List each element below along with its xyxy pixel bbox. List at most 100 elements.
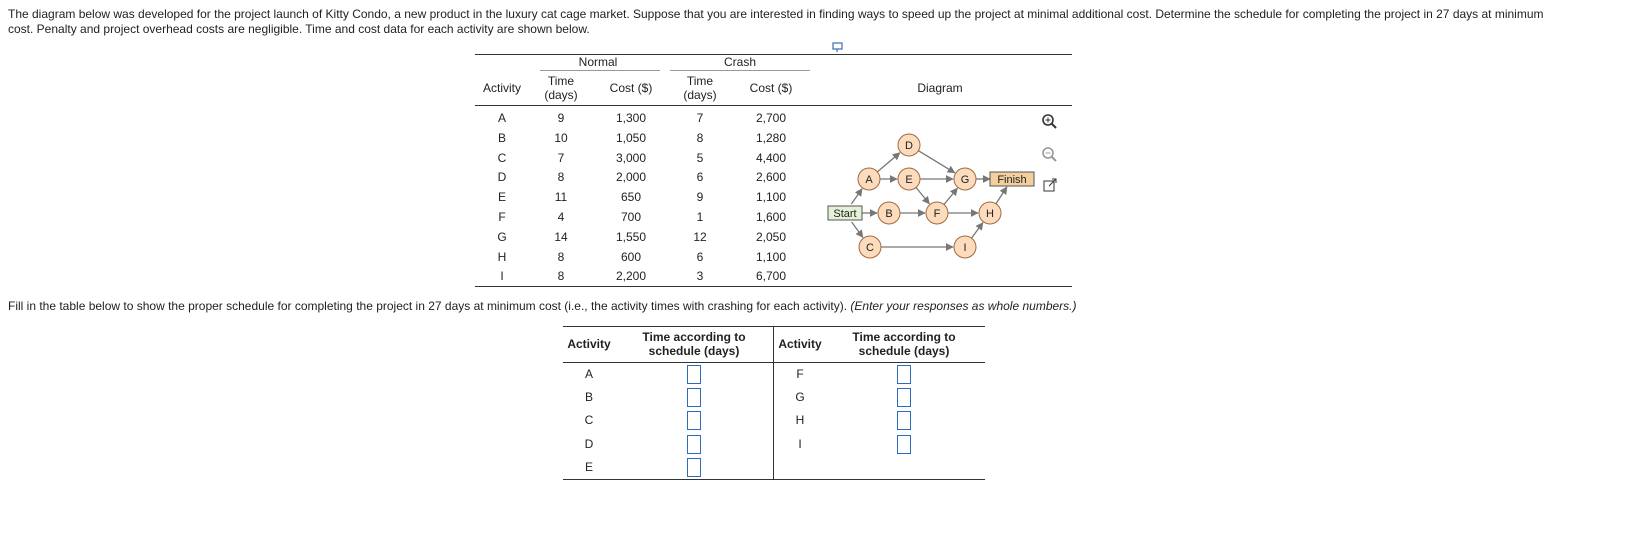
table-cell: 3 bbox=[696, 269, 704, 284]
table-cell: G bbox=[497, 229, 507, 244]
table-cell: D bbox=[497, 170, 507, 185]
table-cell: 6 bbox=[696, 249, 704, 264]
table-cell: 2,050 bbox=[755, 229, 787, 244]
answer-input[interactable] bbox=[897, 365, 911, 384]
diagram-node-label: B bbox=[885, 208, 892, 220]
table-cell: H bbox=[497, 249, 507, 264]
diagram-edge bbox=[918, 150, 956, 174]
table-cell: 8 bbox=[557, 269, 565, 284]
diagram-node-label: Start bbox=[833, 208, 856, 220]
table-cell: 9 bbox=[557, 111, 565, 125]
diagram-edge bbox=[851, 221, 864, 238]
diagram-node-label: G bbox=[961, 174, 970, 186]
answer-divider bbox=[773, 326, 774, 479]
answer-input[interactable] bbox=[687, 388, 701, 408]
answer-activity: I bbox=[798, 436, 802, 451]
answer-input[interactable] bbox=[897, 411, 911, 431]
table-cell: 4 bbox=[557, 210, 565, 224]
answer-input[interactable] bbox=[897, 434, 911, 454]
diagram-node bbox=[925, 201, 949, 225]
table-cell: 6 bbox=[696, 170, 704, 185]
answer-bottom-rule bbox=[563, 479, 985, 480]
diagram-node bbox=[857, 167, 881, 191]
table-cell: 1,100 bbox=[755, 249, 787, 264]
table-cell: 600 bbox=[620, 249, 642, 264]
answer-activity: G bbox=[795, 390, 805, 405]
column-header: Time (days) bbox=[544, 74, 578, 102]
table-cell: 650 bbox=[620, 190, 642, 205]
diagram-node bbox=[877, 201, 901, 225]
table-cell: 2,200 bbox=[615, 269, 647, 284]
diagram-node bbox=[953, 167, 977, 191]
table-cell: I bbox=[500, 269, 504, 284]
table-cell: 1,300 bbox=[615, 111, 647, 125]
instruction: Fill in the table below to show the prop… bbox=[8, 299, 1077, 314]
table-cell: 2,600 bbox=[755, 170, 787, 185]
toolbar-icon[interactable] bbox=[830, 40, 846, 54]
table-cell: 8 bbox=[557, 170, 565, 185]
table-cell: 8 bbox=[557, 249, 565, 264]
diagram-edge bbox=[995, 186, 1008, 205]
diagram-node bbox=[897, 133, 921, 157]
answer-activity: D bbox=[584, 436, 594, 451]
table-cell: 700 bbox=[620, 210, 642, 224]
diagram-terminal bbox=[827, 205, 863, 221]
diagram-node bbox=[858, 235, 882, 259]
diagram-edge bbox=[915, 187, 930, 205]
table-cell: C bbox=[497, 150, 507, 165]
answer-activity: F bbox=[796, 367, 804, 381]
answer-input[interactable] bbox=[687, 411, 701, 431]
table-cell: 12 bbox=[693, 229, 707, 244]
table-cell: 1,600 bbox=[755, 210, 787, 224]
diagram-edge bbox=[876, 152, 901, 173]
column-header: Time (days) bbox=[683, 74, 717, 102]
answer-header: Activity bbox=[778, 337, 822, 351]
table-cell: 1,280 bbox=[755, 130, 787, 145]
answer-activity: A bbox=[584, 367, 594, 381]
answer-top-rule bbox=[563, 326, 985, 327]
answer-header: Activity bbox=[567, 337, 611, 351]
column-header: Cost ($) bbox=[749, 81, 793, 95]
table-cell: 14 bbox=[554, 229, 568, 244]
answer-input[interactable] bbox=[687, 365, 701, 384]
group-header: Normal bbox=[578, 55, 618, 69]
network-diagram: Start A B C D E F G H I Finish bbox=[827, 133, 1035, 259]
table-cell: 1,550 bbox=[615, 229, 647, 244]
table-cell: 2,700 bbox=[755, 111, 787, 125]
diagram-edge bbox=[850, 188, 863, 205]
diagram-node bbox=[978, 201, 1002, 225]
answer-input[interactable] bbox=[897, 388, 911, 408]
answer-header: Time according to schedule (days) bbox=[852, 330, 956, 358]
answer-input[interactable] bbox=[687, 457, 701, 477]
zoom-controls[interactable] bbox=[1038, 110, 1062, 200]
table-bottom-rule bbox=[475, 286, 1072, 287]
column-header: Diagram bbox=[917, 81, 963, 95]
table-cell: 9 bbox=[696, 190, 704, 205]
table-cell: B bbox=[497, 130, 507, 145]
diagram-terminal bbox=[989, 171, 1035, 187]
answer-header-rule bbox=[563, 362, 985, 363]
diagram-node-label: I bbox=[963, 242, 966, 254]
table-cell: 5 bbox=[696, 150, 704, 165]
answer-activity: B bbox=[584, 390, 594, 405]
diagram-node-label: E bbox=[905, 174, 912, 186]
answer-header: Time according to schedule (days) bbox=[642, 330, 746, 358]
table-cell: A bbox=[497, 111, 507, 125]
table-cell: 1,100 bbox=[755, 190, 787, 205]
table-cell: 7 bbox=[696, 111, 704, 125]
diagram-node-label: H bbox=[986, 208, 994, 220]
column-header: Cost ($) bbox=[609, 81, 653, 95]
diagram-edge bbox=[970, 222, 984, 239]
table-cell: E bbox=[497, 190, 507, 205]
diagram-edge bbox=[943, 187, 958, 205]
table-header-rule bbox=[475, 105, 1072, 106]
answer-input[interactable] bbox=[687, 434, 701, 454]
table-cell: F bbox=[498, 210, 506, 224]
crash-group-rule bbox=[670, 70, 810, 71]
column-header: Activity bbox=[482, 81, 521, 95]
table-cell: 10 bbox=[554, 130, 568, 145]
table-cell: 8 bbox=[696, 130, 704, 145]
answer-activity: C bbox=[584, 413, 594, 428]
diagram-node-label: C bbox=[866, 242, 874, 254]
